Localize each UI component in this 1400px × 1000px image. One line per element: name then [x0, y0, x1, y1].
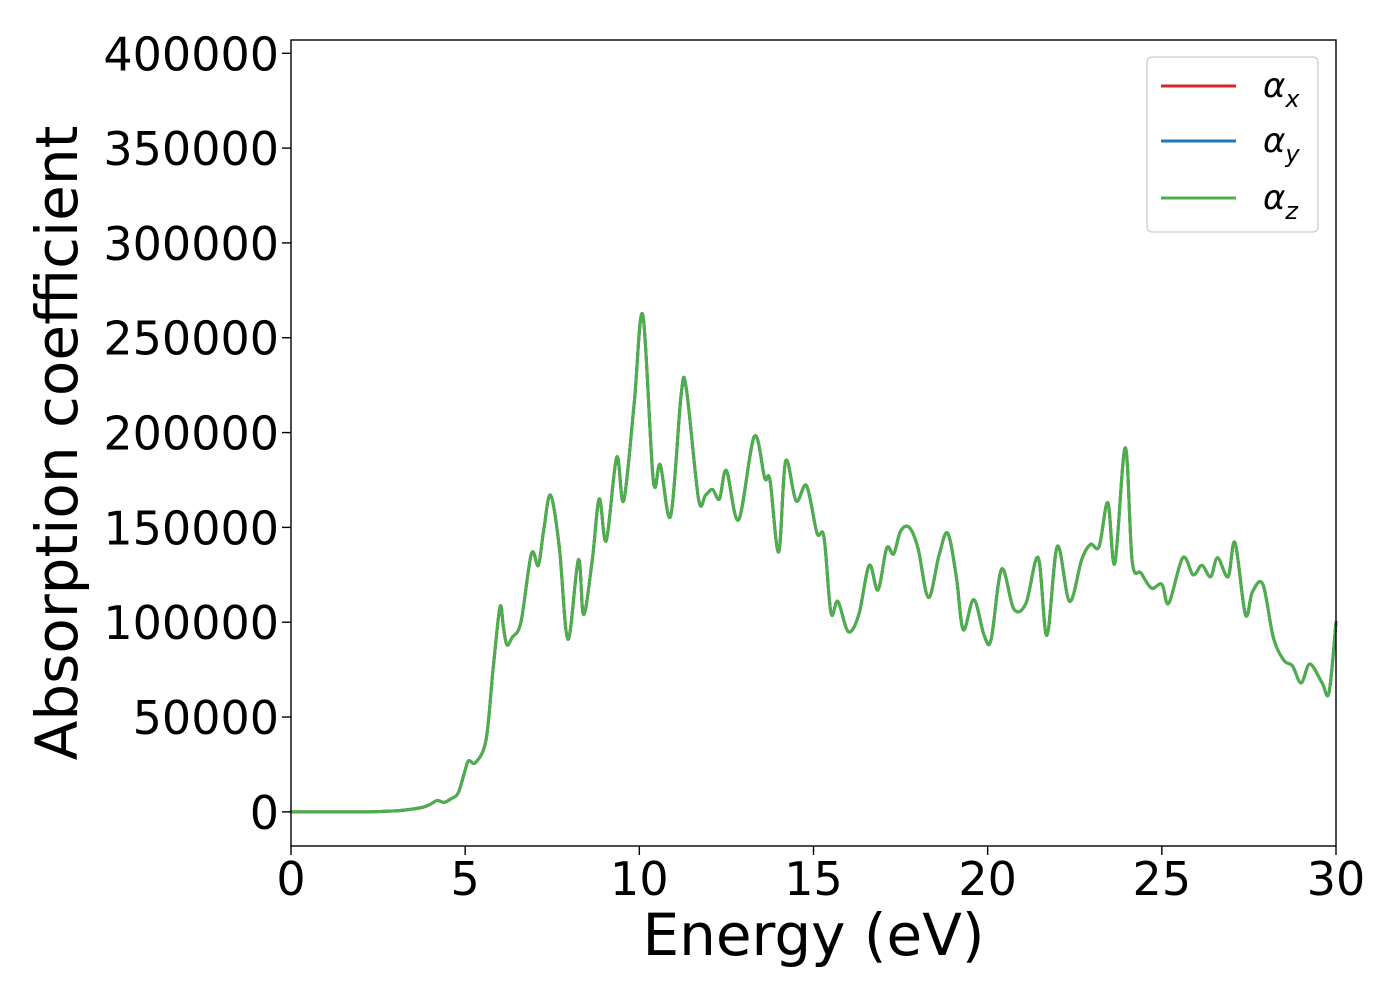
y-tick-label: 200000: [103, 407, 279, 461]
legend-label-alpha-x: αx: [1263, 66, 1300, 113]
y-axis-ticks: 0 50000 100000 150000 200000 250000 300000 3500…: [103, 27, 291, 840]
x-tick-label: 25: [1133, 852, 1192, 906]
series-curves: [289, 312, 1338, 814]
y-tick-label: 350000: [103, 122, 279, 176]
x-axis-title: Energy (eV): [642, 901, 984, 969]
y-tick-label: 100000: [103, 596, 279, 650]
x-axis-ticks: 0 5 10 15 20 25 30: [276, 846, 1365, 906]
y-tick-label: 300000: [103, 217, 279, 271]
y-tick-label: 250000: [103, 312, 279, 366]
y-tick-label: 400000: [103, 27, 279, 81]
x-tick-label: 20: [958, 852, 1017, 906]
x-tick-label: 30: [1307, 852, 1366, 906]
legend-label-alpha-z: αz: [1263, 178, 1299, 225]
y-tick-label: 50000: [133, 691, 279, 745]
y-tick-label: 0: [250, 786, 279, 840]
legend-label-alpha-y: αy: [1263, 121, 1300, 168]
series-line-alpha-z: [289, 312, 1338, 814]
x-tick-label: 15: [784, 852, 843, 906]
legend: αx αy αz: [1146, 56, 1319, 233]
y-tick-label: 150000: [103, 501, 279, 555]
y-axis-title: Absorption coefficient: [23, 126, 91, 761]
x-tick-label: 0: [276, 852, 305, 906]
x-tick-label: 5: [451, 852, 480, 906]
x-tick-label: 10: [610, 852, 669, 906]
legend-box: [1146, 56, 1319, 233]
